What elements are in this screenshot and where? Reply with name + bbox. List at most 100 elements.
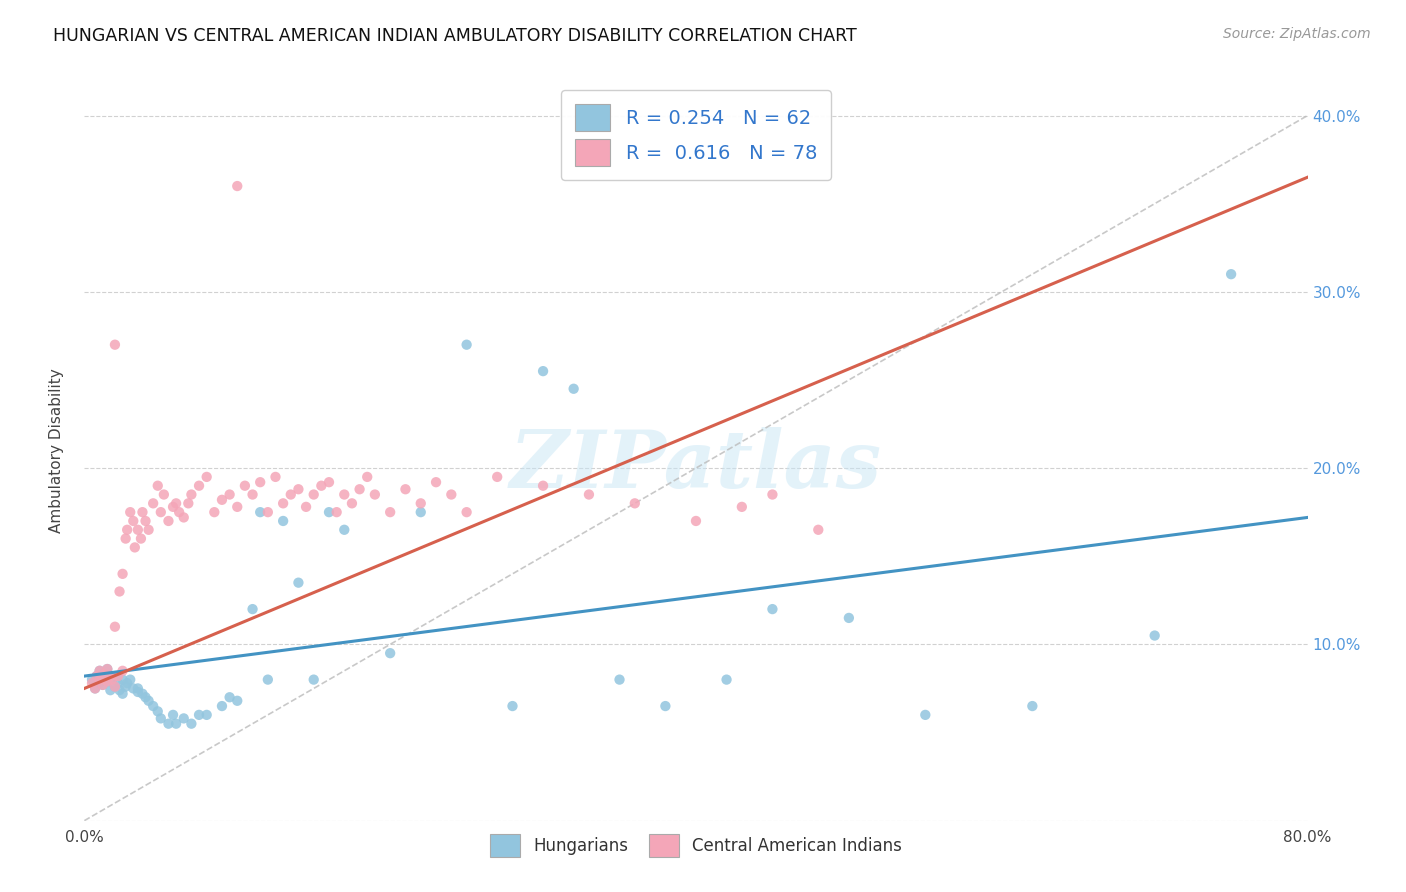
Point — [177, 496, 200, 510]
Point — [165, 716, 187, 731]
Point — [142, 496, 165, 510]
Point — [91, 678, 114, 692]
Point — [104, 680, 127, 694]
Point — [211, 699, 233, 714]
Point — [89, 664, 111, 678]
Text: HUNGARIAN VS CENTRAL AMERICAN INDIAN AMBULATORY DISABILITY CORRELATION CHART: HUNGARIAN VS CENTRAL AMERICAN INDIAN AMB… — [53, 27, 858, 45]
Point — [108, 584, 131, 599]
Point — [84, 681, 107, 696]
Point — [135, 514, 157, 528]
Point — [96, 674, 118, 689]
Point — [562, 382, 585, 396]
Point — [80, 673, 103, 687]
Point — [531, 364, 554, 378]
Point — [127, 681, 149, 696]
Point — [425, 475, 447, 490]
Point — [188, 707, 211, 722]
Point — [287, 482, 309, 496]
Point — [104, 337, 127, 351]
Point — [120, 673, 142, 687]
Point — [1143, 628, 1166, 642]
Point — [242, 487, 264, 501]
Point — [195, 470, 218, 484]
Point — [86, 669, 108, 683]
Point — [96, 662, 118, 676]
Point — [91, 678, 114, 692]
Point — [731, 500, 754, 514]
Point — [122, 514, 145, 528]
Point — [89, 664, 111, 678]
Point — [257, 673, 280, 687]
Point — [111, 664, 134, 678]
Point — [115, 523, 138, 537]
Point — [157, 716, 180, 731]
Point — [149, 505, 172, 519]
Point — [394, 482, 416, 496]
Point — [364, 487, 387, 501]
Point — [202, 505, 225, 519]
Point — [302, 673, 325, 687]
Point — [104, 680, 127, 694]
Point — [578, 487, 600, 501]
Point — [333, 487, 356, 501]
Point — [914, 707, 936, 722]
Point — [409, 496, 432, 510]
Point — [89, 676, 111, 690]
Point — [131, 505, 153, 519]
Point — [180, 716, 202, 731]
Point — [173, 711, 195, 725]
Point — [349, 482, 371, 496]
Point — [167, 505, 190, 519]
Point — [107, 669, 129, 683]
Point — [108, 683, 131, 698]
Point — [761, 602, 783, 616]
Point — [80, 676, 103, 690]
Point — [104, 669, 127, 683]
Point — [138, 523, 160, 537]
Point — [131, 687, 153, 701]
Point — [129, 532, 152, 546]
Point — [86, 669, 108, 683]
Point — [218, 690, 240, 705]
Point — [180, 487, 202, 501]
Point — [264, 470, 287, 484]
Point — [838, 611, 860, 625]
Point — [440, 487, 463, 501]
Point — [101, 673, 124, 687]
Point — [98, 683, 121, 698]
Point — [211, 492, 233, 507]
Y-axis label: Ambulatory Disability: Ambulatory Disability — [49, 368, 63, 533]
Point — [280, 487, 302, 501]
Point — [624, 496, 647, 510]
Point — [685, 514, 707, 528]
Point — [162, 707, 184, 722]
Point — [115, 676, 138, 690]
Point — [340, 496, 363, 510]
Point — [98, 669, 121, 683]
Point — [146, 479, 169, 493]
Point — [356, 470, 378, 484]
Point — [149, 711, 172, 725]
Point — [654, 699, 676, 714]
Point — [609, 673, 631, 687]
Point — [124, 541, 146, 555]
Point — [295, 500, 318, 514]
Point — [146, 704, 169, 718]
Point — [502, 699, 524, 714]
Point — [242, 602, 264, 616]
Point — [188, 479, 211, 493]
Point — [249, 475, 271, 490]
Point — [226, 694, 249, 708]
Point — [318, 475, 340, 490]
Point — [111, 566, 134, 581]
Point — [153, 487, 176, 501]
Point — [135, 690, 157, 705]
Text: ZIPatlas: ZIPatlas — [510, 426, 882, 504]
Point — [531, 479, 554, 493]
Point — [1220, 267, 1243, 281]
Point — [409, 505, 432, 519]
Point — [84, 681, 107, 696]
Point — [165, 496, 187, 510]
Point — [89, 673, 111, 687]
Text: Source: ZipAtlas.com: Source: ZipAtlas.com — [1223, 27, 1371, 41]
